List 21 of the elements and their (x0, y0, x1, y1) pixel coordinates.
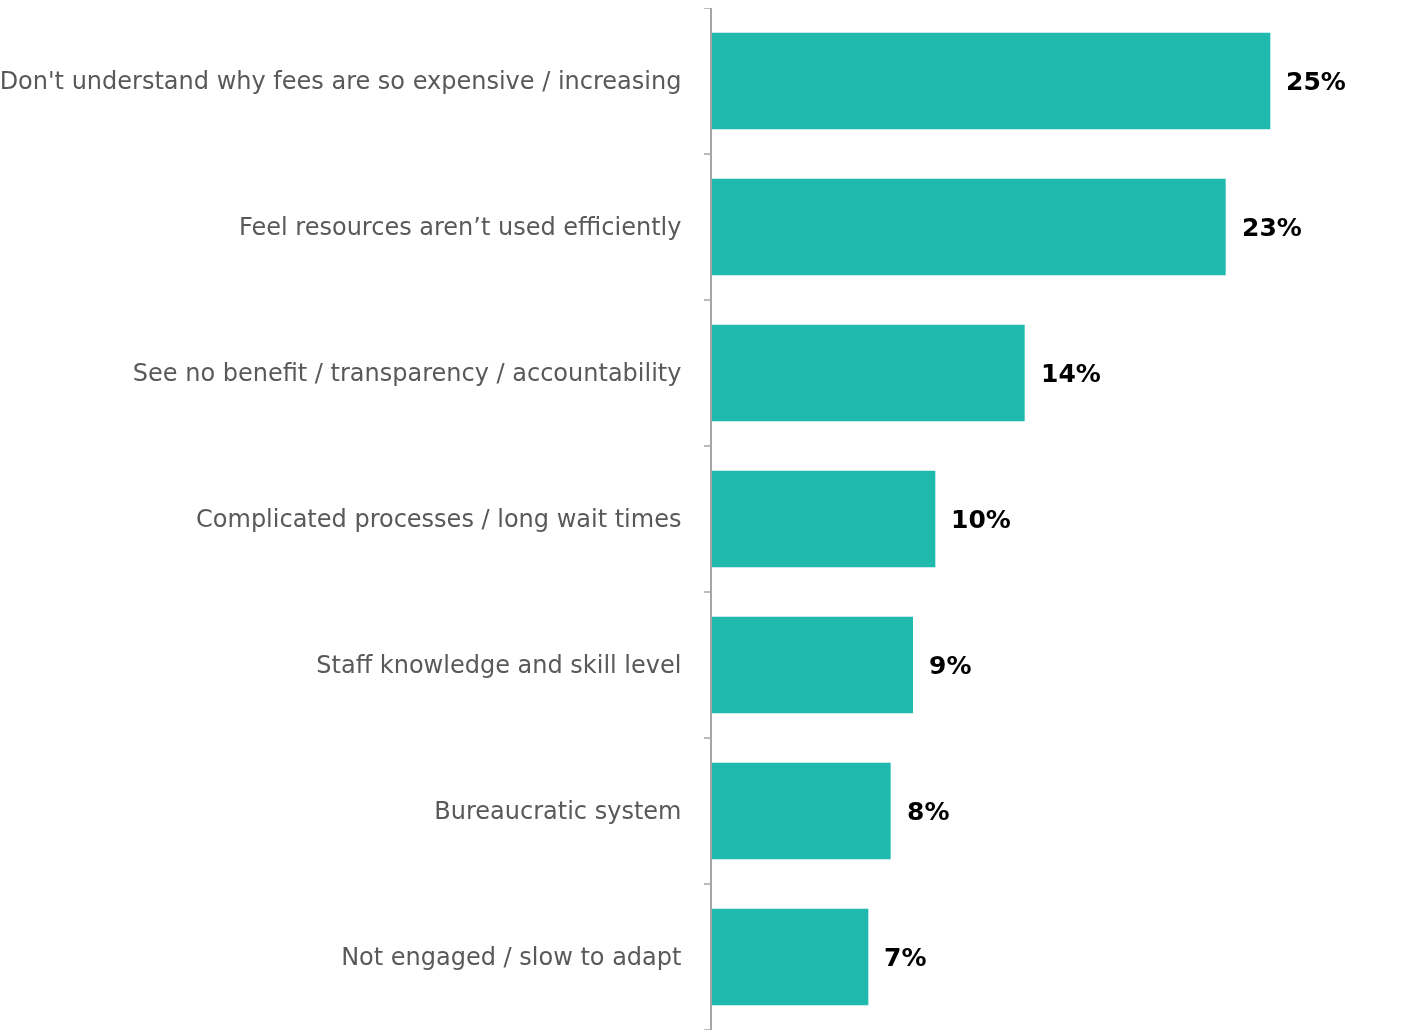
bar (712, 470, 936, 568)
data-label: 9% (929, 651, 972, 680)
y-tick-label: Staff knowledge and skill level (316, 651, 682, 680)
y-tick-label: Complicated processes / long wait times (196, 505, 682, 534)
y-tick-label: Not engaged / slow to adapt (341, 943, 682, 972)
y-tick-label: Bureaucratic system (434, 797, 682, 826)
bar (712, 908, 869, 1006)
y-tick-label: Don't understand why fees are so expensive / increasing (0, 67, 682, 96)
bar (712, 762, 891, 860)
data-label: 23% (1242, 213, 1302, 242)
bar (712, 616, 913, 714)
y-tick-label: See no benefit / transparency / accountability (132, 359, 682, 388)
data-label: 10% (951, 505, 1011, 534)
bar (712, 324, 1025, 422)
data-label: 8% (907, 797, 950, 826)
data-label: 7% (884, 943, 927, 972)
bar (712, 178, 1226, 276)
bar (712, 32, 1271, 130)
data-label: 25% (1286, 67, 1346, 96)
data-label: 14% (1041, 359, 1101, 388)
y-tick-label: Feel resources aren’t used efficiently (239, 213, 682, 242)
